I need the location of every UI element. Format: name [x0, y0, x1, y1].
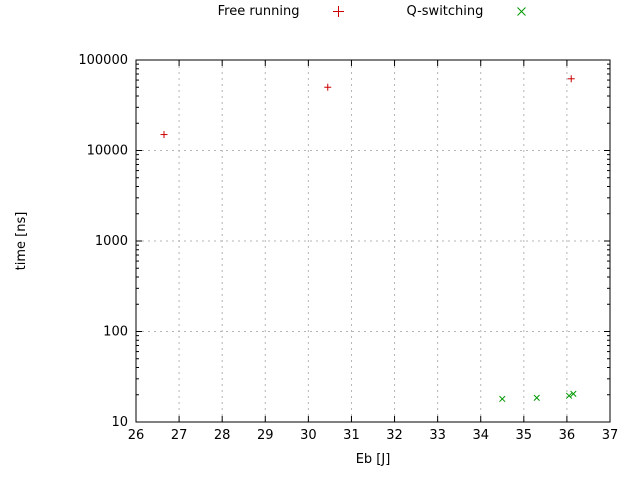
legend: Free running Q-switching	[136, 4, 610, 19]
legend-label-free-running: Free running	[217, 4, 300, 19]
svg-text:32: 32	[386, 428, 403, 443]
legend-item-free-running: Free running	[218, 4, 345, 19]
legend-item-q-switching: Q-switching	[407, 4, 529, 19]
svg-text:10: 10	[111, 415, 128, 430]
svg-text:100000: 100000	[78, 53, 128, 68]
svg-text:33: 33	[429, 428, 446, 443]
svg-text:30: 30	[300, 428, 317, 443]
svg-text:Eb [J]: Eb [J]	[356, 452, 391, 467]
svg-text:100: 100	[103, 325, 128, 340]
cross-marker-icon	[517, 7, 527, 16]
svg-text:time [ns]: time [ns]	[14, 212, 29, 271]
svg-text:10000: 10000	[87, 144, 128, 159]
svg-text:29: 29	[257, 428, 274, 443]
svg-text:35: 35	[516, 428, 533, 443]
svg-text:28: 28	[214, 428, 231, 443]
svg-text:1000: 1000	[95, 234, 128, 249]
svg-text:26: 26	[128, 428, 145, 443]
svg-text:37: 37	[602, 428, 619, 443]
plus-marker-icon	[332, 6, 344, 17]
svg-text:27: 27	[171, 428, 188, 443]
svg-text:31: 31	[343, 428, 360, 443]
legend-label-q-switching: Q-switching	[406, 4, 484, 19]
svg-text:34: 34	[472, 428, 489, 443]
svg-text:36: 36	[559, 428, 576, 443]
